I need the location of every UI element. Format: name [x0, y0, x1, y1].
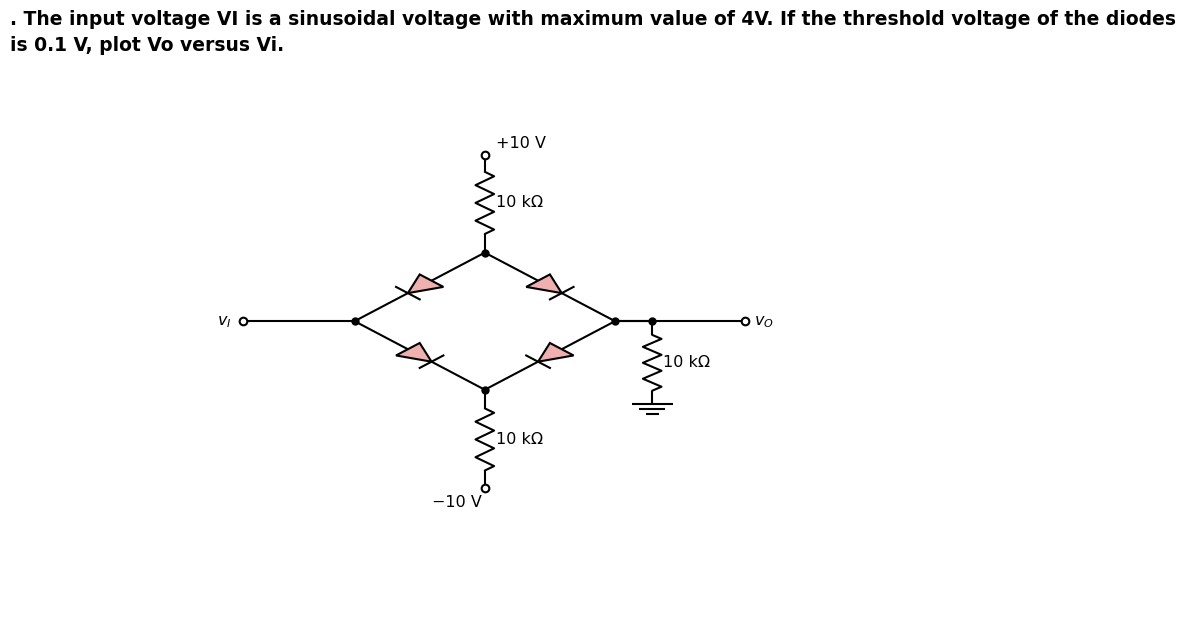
Polygon shape [396, 343, 432, 362]
Polygon shape [408, 274, 443, 293]
Text: $v_O$: $v_O$ [755, 313, 774, 329]
Text: 10 kΩ: 10 kΩ [496, 432, 544, 447]
Text: 10 kΩ: 10 kΩ [664, 356, 710, 370]
Text: . The input voltage VI is a sinusoidal voltage with maximum value of 4V. If the : . The input voltage VI is a sinusoidal v… [10, 10, 1176, 55]
Text: +10 V: +10 V [496, 135, 546, 151]
Polygon shape [538, 343, 574, 362]
Text: 10 kΩ: 10 kΩ [496, 195, 544, 211]
Text: $v_I$: $v_I$ [217, 313, 232, 329]
Text: −10 V: −10 V [432, 495, 482, 510]
Polygon shape [527, 274, 562, 293]
